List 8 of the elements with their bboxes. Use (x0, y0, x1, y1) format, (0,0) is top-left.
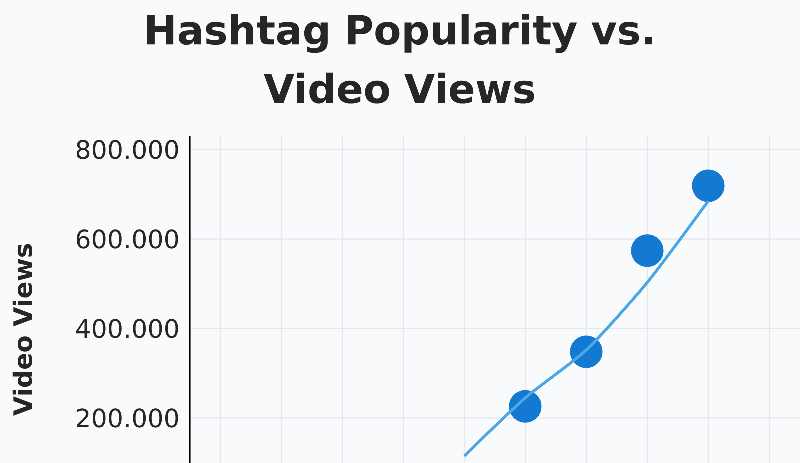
point (692, 170, 725, 202)
y-tick-label: 800.000 (76, 140, 178, 160)
point (631, 234, 664, 268)
y-tick-label: 200.000 (77, 408, 178, 428)
y-tick-label: 600.000 (76, 230, 178, 249)
chart-title: Hashtag Popularity vs. Video Views (147, 14, 652, 104)
y-tick-label: 400.000 (76, 319, 178, 338)
y-axis-title: Video Views (12, 244, 32, 416)
